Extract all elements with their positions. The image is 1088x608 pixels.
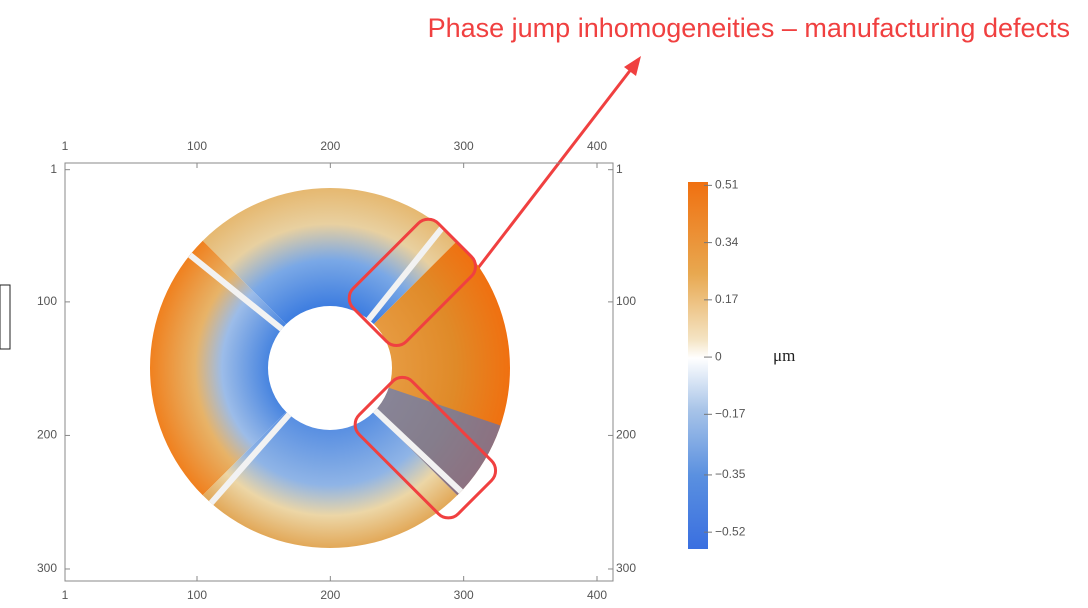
x-tick-label: 400 <box>587 588 607 602</box>
x-tick-label: 200 <box>320 588 340 602</box>
x-tick-label: 300 <box>454 139 474 153</box>
x-tick-label: 400 <box>587 139 607 153</box>
colorbar-tick-label: 0 <box>715 349 722 363</box>
y-tick-label: 200 <box>37 428 57 442</box>
x-tick-label: 1 <box>62 139 69 153</box>
colorbar <box>688 182 708 549</box>
colorbar-tick-label: −0.52 <box>715 524 746 538</box>
x-tick-label: 300 <box>454 588 474 602</box>
x-tick-label: 200 <box>320 139 340 153</box>
y-tick-label: 100 <box>37 294 57 308</box>
colorbar-label: μm <box>773 346 795 365</box>
y-tick-label: 100 <box>616 294 636 308</box>
y-tick-label: 300 <box>616 561 636 575</box>
plot-frame <box>64 162 614 582</box>
side-box <box>0 284 11 350</box>
x-tick-label: 1 <box>62 588 69 602</box>
colorbar-tick-label: 0.51 <box>715 178 739 192</box>
colorbar-tick-label: 0.34 <box>715 235 739 249</box>
y-tick-label: 1 <box>50 162 57 176</box>
x-tick-label: 100 <box>187 588 207 602</box>
highlight-boxes <box>347 217 498 520</box>
colorbar-tick-label: 0.17 <box>715 292 739 306</box>
y-tick-label: 300 <box>37 561 57 575</box>
colorbar-tick-label: −0.35 <box>715 467 746 481</box>
y-tick-label: 200 <box>616 428 636 442</box>
colorbar-tick-label: −0.17 <box>715 406 746 420</box>
annotation: Phase jump inhomogeneities – manufacturi… <box>428 13 1070 43</box>
y-tick-label: 1 <box>616 162 623 176</box>
x-tick-label: 100 <box>187 139 207 153</box>
arrow-head <box>624 56 641 76</box>
heatmap-image <box>150 188 510 548</box>
arrow <box>463 67 634 286</box>
